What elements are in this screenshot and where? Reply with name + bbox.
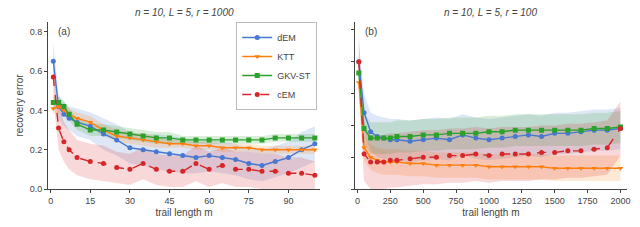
svg-text:KTT: KTT — [277, 52, 295, 62]
svg-text:30: 30 — [125, 196, 135, 206]
svg-text:n = 10, L = 5, r = 1000: n = 10, L = 5, r = 1000 — [135, 7, 234, 18]
svg-text:1500: 1500 — [545, 196, 565, 206]
svg-text:45: 45 — [165, 196, 175, 206]
svg-text:15: 15 — [85, 196, 95, 206]
svg-text:750: 750 — [449, 196, 464, 206]
svg-text:0.2: 0.2 — [30, 145, 43, 155]
svg-text:2000: 2000 — [610, 196, 630, 206]
svg-text:trail length m: trail length m — [155, 207, 212, 218]
svg-text:1000: 1000 — [479, 196, 499, 206]
svg-text:(a): (a) — [58, 26, 70, 37]
svg-text:trail length m: trail length m — [462, 207, 519, 218]
svg-text:500: 500 — [416, 196, 431, 206]
svg-text:0.0: 0.0 — [30, 184, 43, 194]
svg-text:250: 250 — [383, 196, 398, 206]
svg-text:dEM: dEM — [277, 33, 296, 43]
svg-text:recovery error: recovery error — [14, 74, 25, 137]
svg-text:GKV-ST: GKV-ST — [277, 71, 311, 81]
svg-text:n = 10, L = 5, r = 100: n = 10, L = 5, r = 100 — [444, 7, 537, 18]
svg-text:0.6: 0.6 — [30, 66, 43, 76]
svg-text:1250: 1250 — [512, 196, 532, 206]
svg-text:cEM: cEM — [277, 90, 295, 100]
svg-text:75: 75 — [244, 196, 254, 206]
svg-text:0: 0 — [355, 196, 360, 206]
svg-text:1750: 1750 — [578, 196, 598, 206]
svg-text:(b): (b) — [365, 26, 377, 37]
svg-text:0: 0 — [48, 196, 53, 206]
svg-text:90: 90 — [283, 196, 293, 206]
svg-text:0.4: 0.4 — [30, 106, 43, 116]
svg-text:0.8: 0.8 — [30, 27, 43, 37]
svg-text:60: 60 — [204, 196, 214, 206]
